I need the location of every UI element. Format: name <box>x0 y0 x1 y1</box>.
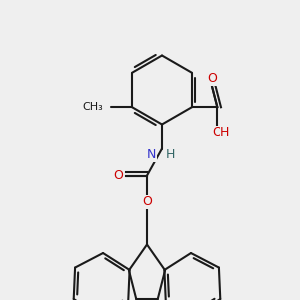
Text: O: O <box>142 195 152 208</box>
Text: O: O <box>114 169 123 182</box>
Text: O: O <box>207 72 217 85</box>
Text: O: O <box>212 126 222 139</box>
Text: CH₃: CH₃ <box>83 102 104 112</box>
Text: H: H <box>220 126 230 139</box>
Text: N: N <box>147 148 156 161</box>
Text: H: H <box>166 148 175 161</box>
